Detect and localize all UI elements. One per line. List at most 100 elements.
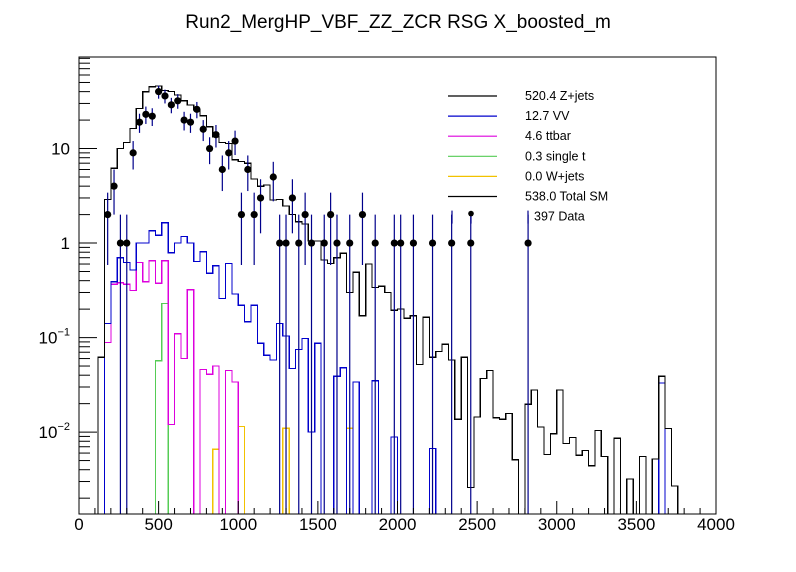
- data-point: [467, 214, 475, 514]
- data-point: [116, 214, 125, 514]
- data-marker: [199, 125, 207, 133]
- data-point: [358, 192, 367, 266]
- data-marker: [448, 239, 456, 247]
- data-marker: [333, 239, 341, 247]
- x-tick-label: 1000: [219, 515, 257, 534]
- data-marker: [135, 118, 144, 126]
- data-point: [428, 214, 437, 514]
- legend-entry-data: 397 Data: [451, 210, 585, 224]
- data-point: [155, 85, 163, 99]
- data-marker: [409, 239, 418, 247]
- data-marker: [295, 239, 303, 247]
- data-point: [301, 192, 309, 266]
- data-marker: [186, 118, 195, 126]
- data-point: [212, 125, 220, 148]
- data-point: [256, 179, 265, 234]
- data-marker: [428, 239, 437, 247]
- data-marker: [155, 88, 163, 96]
- data-marker: [244, 165, 252, 174]
- legend-entry-w-jets: 0.0 W+jets: [448, 169, 584, 183]
- x-tick-label: 3000: [538, 515, 576, 534]
- y-tick-label: 10−1: [39, 327, 70, 348]
- legend-label: 0.0 W+jets: [525, 169, 584, 183]
- data-point: [237, 192, 246, 266]
- legend-label: 12.7 VV: [525, 109, 570, 123]
- y-tick-exponent: −1: [57, 327, 70, 339]
- legend-entry-vv: 12.7 VV: [448, 109, 570, 123]
- legend-label: 538.0 Total SM: [525, 190, 608, 204]
- y-tick-label: 10−2: [39, 421, 70, 442]
- data-point: [180, 111, 188, 131]
- data-marker: [110, 182, 118, 190]
- legend-entry-z-jets: 520.4 Z+jets: [448, 89, 594, 103]
- y-tick-exponent: −2: [57, 421, 70, 433]
- data-point: [409, 214, 418, 514]
- data-marker: [307, 239, 316, 247]
- data-point: [346, 214, 354, 514]
- data-marker: [237, 211, 246, 219]
- chart-title: Run2_MergHP_VBF_ZZ_ZCR RSG X_boosted_m: [185, 12, 611, 33]
- data-point: [161, 89, 169, 104]
- data-marker: [218, 165, 226, 174]
- data-marker: [104, 211, 112, 219]
- x-tick-label: 2000: [379, 515, 417, 534]
- data-marker: [129, 149, 137, 157]
- data-point: [282, 214, 290, 514]
- legend-label: 0.3 single t: [525, 149, 586, 163]
- data-point: [110, 169, 118, 215]
- data-point: [148, 108, 156, 127]
- data-marker: [256, 194, 265, 202]
- data-point: [174, 94, 182, 109]
- data-marker: [288, 194, 296, 202]
- data-point: [371, 214, 379, 514]
- data-marker: [301, 211, 309, 219]
- data-marker: [282, 239, 290, 247]
- data-point: [225, 141, 233, 170]
- data-point: [390, 214, 398, 514]
- data-point: [448, 214, 456, 514]
- data-point: [205, 137, 214, 165]
- data-point: [320, 214, 328, 514]
- data-point: [327, 192, 335, 266]
- legend-entry-single-t: 0.3 single t: [448, 149, 586, 163]
- data-point: [269, 161, 277, 202]
- data-marker: [346, 239, 354, 247]
- data-marker: [371, 239, 379, 247]
- data-marker: [161, 92, 169, 100]
- y-tick-base: 10: [39, 329, 58, 348]
- data-marker: [205, 144, 214, 153]
- x-tick-label: 4000: [697, 515, 735, 534]
- legend-entry-total-sm: 538.0 Total SM: [448, 190, 608, 204]
- data-point: [218, 155, 226, 192]
- legend-label: 520.4 Z+jets: [525, 89, 594, 103]
- data-point: [186, 113, 195, 133]
- data-point: [142, 106, 150, 124]
- data-marker: [116, 239, 125, 247]
- data-marker: [142, 110, 150, 118]
- data-point: [167, 97, 175, 114]
- data-point: [295, 214, 303, 514]
- x-tick-label: 2500: [458, 515, 496, 534]
- data-point: [244, 155, 252, 192]
- data-marker: [250, 211, 258, 219]
- data-marker: [467, 239, 475, 247]
- y-tick-label: 10: [51, 140, 70, 159]
- data-marker: [180, 116, 188, 124]
- data-marker: [167, 101, 175, 109]
- data-points-layer: [104, 85, 532, 514]
- data-point: [524, 214, 532, 514]
- y-tick-label: 1: [61, 234, 70, 253]
- data-point: [276, 214, 284, 514]
- data-point: [129, 141, 137, 170]
- x-tick-label: 1500: [299, 515, 337, 534]
- data-marker: [358, 211, 367, 219]
- data-marker: [148, 112, 156, 120]
- data-marker: [269, 173, 277, 181]
- data-point: [307, 214, 316, 514]
- data-point: [135, 113, 144, 133]
- data-point: [333, 214, 341, 514]
- data-marker: [231, 137, 239, 145]
- data-point: [104, 192, 112, 266]
- data-point: [123, 214, 131, 514]
